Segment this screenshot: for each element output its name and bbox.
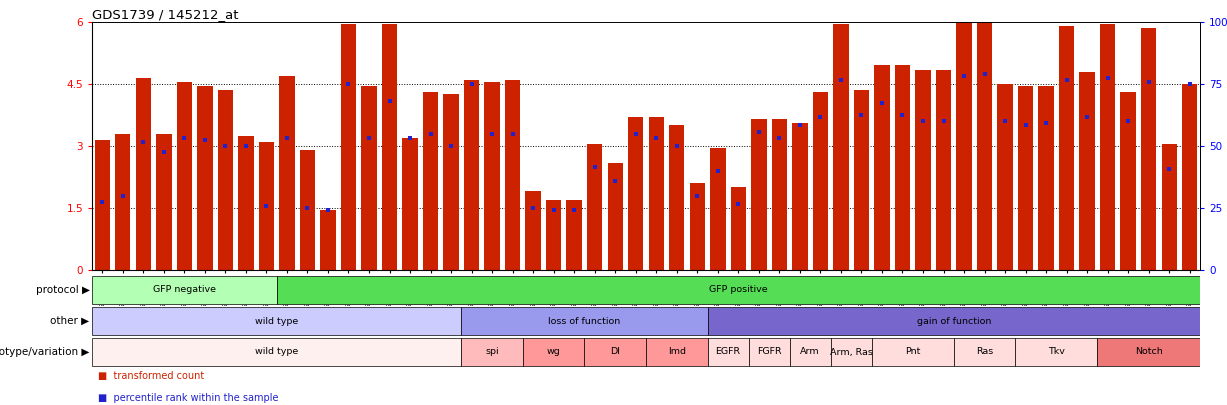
Bar <box>1141 28 1156 270</box>
Bar <box>915 70 931 270</box>
Bar <box>1015 338 1097 367</box>
Text: wild type: wild type <box>255 316 298 326</box>
Text: GFP positive: GFP positive <box>709 286 768 294</box>
Bar <box>628 117 643 270</box>
Bar <box>177 82 193 270</box>
Text: other ▶: other ▶ <box>50 316 90 326</box>
Bar <box>1038 86 1054 270</box>
Bar <box>584 338 645 367</box>
Text: wg: wg <box>547 347 561 356</box>
Bar <box>1080 72 1094 270</box>
Bar <box>464 80 480 270</box>
Text: Pnt: Pnt <box>906 347 920 356</box>
Bar <box>320 210 336 270</box>
Bar <box>956 22 972 270</box>
Text: Arm, Ras: Arm, Ras <box>829 347 872 356</box>
Bar <box>280 76 294 270</box>
Bar <box>894 65 910 270</box>
Text: GFP negative: GFP negative <box>153 286 216 294</box>
Bar <box>402 138 417 270</box>
Text: loss of function: loss of function <box>548 316 621 326</box>
Bar <box>238 136 254 270</box>
Bar <box>1099 24 1115 270</box>
Bar <box>936 70 951 270</box>
Text: spi: spi <box>486 347 499 356</box>
Text: Dl: Dl <box>610 347 620 356</box>
Bar <box>299 150 315 270</box>
Bar <box>977 22 993 270</box>
Bar <box>1018 86 1033 270</box>
Bar <box>485 82 499 270</box>
Bar <box>461 307 708 335</box>
Bar <box>875 65 890 270</box>
Bar <box>587 144 602 270</box>
Bar <box>461 338 523 367</box>
Text: Ras: Ras <box>975 347 993 356</box>
Bar <box>276 275 1200 305</box>
Text: genotype/variation ▶: genotype/variation ▶ <box>0 347 90 357</box>
Text: Notch: Notch <box>1135 347 1162 356</box>
Bar <box>998 84 1012 270</box>
Bar <box>790 338 831 367</box>
Bar <box>361 86 377 270</box>
Bar <box>710 148 725 270</box>
Bar <box>669 125 685 270</box>
Bar <box>92 275 276 305</box>
Bar <box>423 92 438 270</box>
Bar <box>708 338 748 367</box>
Text: gain of function: gain of function <box>917 316 991 326</box>
Bar <box>751 119 767 270</box>
Bar <box>812 92 828 270</box>
Bar <box>1162 144 1177 270</box>
Text: GDS1739 / 145212_at: GDS1739 / 145212_at <box>92 8 238 21</box>
Bar <box>92 338 461 367</box>
Bar <box>92 307 461 335</box>
Bar <box>772 119 787 270</box>
Text: protocol ▶: protocol ▶ <box>36 285 90 295</box>
Bar <box>198 86 212 270</box>
Bar <box>217 90 233 270</box>
Bar <box>730 188 746 270</box>
Text: Tkv: Tkv <box>1048 347 1065 356</box>
Bar <box>748 338 790 367</box>
Bar <box>136 78 151 270</box>
Bar <box>833 24 849 270</box>
Bar <box>831 338 871 367</box>
Bar <box>156 134 172 270</box>
Bar <box>708 307 1200 335</box>
Text: ■  percentile rank within the sample: ■ percentile rank within the sample <box>98 393 279 403</box>
Bar <box>382 24 398 270</box>
Bar <box>523 338 584 367</box>
Bar <box>649 117 664 270</box>
Text: wild type: wild type <box>255 347 298 356</box>
Bar <box>1120 92 1136 270</box>
Bar <box>871 338 953 367</box>
Bar <box>1097 338 1200 367</box>
Bar <box>546 200 562 270</box>
Bar <box>94 140 110 270</box>
Bar <box>1182 84 1198 270</box>
Bar <box>690 183 706 270</box>
Text: Imd: Imd <box>667 347 686 356</box>
Bar <box>341 24 356 270</box>
Bar <box>115 134 130 270</box>
Bar <box>567 200 582 270</box>
Bar <box>259 142 274 270</box>
Bar <box>645 338 708 367</box>
Bar <box>793 123 807 270</box>
Bar <box>1059 26 1075 270</box>
Bar <box>525 192 541 270</box>
Bar <box>607 162 623 270</box>
Text: EGFR: EGFR <box>715 347 741 356</box>
Text: FGFR: FGFR <box>757 347 782 356</box>
Text: Arm: Arm <box>800 347 820 356</box>
Bar <box>854 90 869 270</box>
Text: ■  transformed count: ■ transformed count <box>98 371 205 381</box>
Bar <box>953 338 1015 367</box>
Bar <box>443 94 459 270</box>
Bar <box>506 80 520 270</box>
